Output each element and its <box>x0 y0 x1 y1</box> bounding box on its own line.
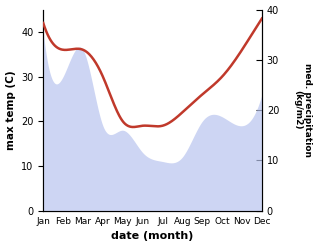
X-axis label: date (month): date (month) <box>111 231 194 242</box>
Y-axis label: med. precipitation
(kg/m2): med. precipitation (kg/m2) <box>293 63 313 157</box>
Y-axis label: max temp (C): max temp (C) <box>5 70 16 150</box>
